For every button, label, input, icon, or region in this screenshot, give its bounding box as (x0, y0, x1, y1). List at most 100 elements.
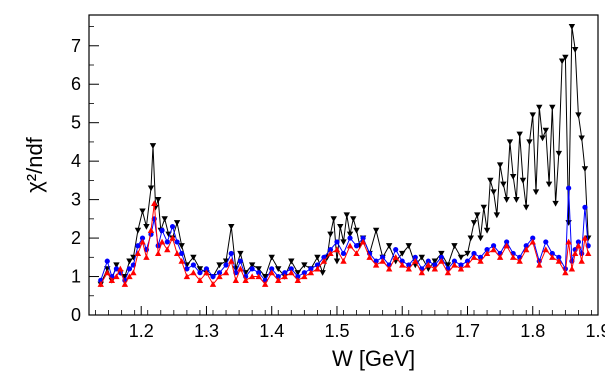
data-point (542, 246, 549, 253)
data-point (578, 257, 585, 264)
data-point (565, 220, 572, 226)
data-point (509, 173, 517, 180)
data-point (500, 181, 507, 188)
data-point (490, 189, 497, 196)
data-point (432, 262, 438, 268)
data-point (248, 273, 256, 280)
data-point (248, 262, 256, 269)
data-point (173, 250, 181, 257)
data-point (228, 257, 235, 264)
data-point (151, 200, 158, 207)
data-point (113, 273, 120, 280)
data-point (268, 254, 275, 261)
data-point (571, 250, 579, 257)
y-tick-label: 5 (71, 113, 81, 133)
data-point (126, 273, 133, 280)
data-point (159, 227, 165, 233)
data-point (496, 162, 504, 169)
data-point (134, 250, 142, 257)
data-point (169, 234, 176, 241)
data-point (545, 181, 553, 188)
data-point (104, 258, 110, 264)
data-point (568, 23, 576, 30)
data-point (556, 254, 562, 260)
data-point (471, 250, 477, 257)
data-point (113, 262, 120, 269)
data-point (334, 239, 340, 245)
data-point (147, 185, 155, 192)
x-tick-label: 1.4 (259, 321, 284, 341)
data-point (268, 269, 275, 276)
data-point (340, 250, 347, 257)
data-point (412, 257, 419, 264)
data-point (555, 150, 563, 157)
data-point (210, 273, 216, 280)
data-point (288, 269, 295, 276)
x-axis-title: W [GeV] (332, 346, 415, 371)
data-point (164, 239, 170, 245)
data-point (130, 269, 137, 276)
data-point (314, 265, 321, 272)
data-point (529, 112, 536, 119)
series-line (100, 203, 589, 286)
data-point (562, 54, 569, 61)
data-point (222, 269, 230, 276)
data-point (173, 220, 181, 226)
data-point (490, 243, 497, 249)
data-point (543, 239, 549, 245)
data-point (222, 258, 230, 265)
data-point (320, 257, 328, 264)
data-point (509, 254, 517, 260)
data-point (585, 250, 592, 257)
data-point (549, 250, 555, 257)
data-point (203, 266, 210, 272)
data-point (294, 277, 302, 283)
data-point (523, 204, 530, 211)
data-point (242, 277, 249, 283)
data-point (154, 250, 162, 257)
data-point (228, 250, 234, 257)
data-point (216, 262, 223, 269)
data-point (523, 246, 530, 253)
data-point (228, 223, 235, 230)
data-point (237, 265, 244, 272)
data-point (399, 258, 405, 264)
data-point (568, 265, 576, 272)
x-tick-label: 1.2 (129, 321, 154, 341)
data-point (97, 281, 104, 287)
data-point (582, 204, 588, 210)
data-point (496, 254, 504, 260)
data-point (184, 266, 190, 272)
series-1 (98, 185, 591, 283)
data-point (209, 281, 217, 287)
data-point (470, 254, 478, 260)
data-point (425, 261, 432, 268)
data-point (438, 257, 445, 264)
data-point (340, 239, 347, 246)
data-point (327, 250, 334, 257)
data-point (314, 254, 321, 261)
data-point (232, 277, 240, 283)
data-point (457, 254, 465, 261)
data-point (333, 258, 341, 265)
data-point (360, 235, 366, 241)
data-point (346, 231, 354, 238)
data-point (282, 270, 288, 276)
data-point (275, 266, 282, 273)
series-layer (97, 23, 592, 288)
data-point (451, 261, 458, 268)
data-point (308, 266, 314, 272)
data-point (353, 250, 360, 257)
data-point (281, 273, 288, 280)
y-tick-label: 7 (71, 36, 81, 56)
data-point (346, 242, 354, 249)
data-point (197, 270, 203, 276)
data-point (327, 247, 334, 253)
data-point (255, 266, 262, 273)
data-point (526, 139, 533, 146)
data-point (327, 231, 334, 238)
data-point (126, 266, 133, 272)
data-point (457, 265, 465, 272)
data-point (139, 238, 146, 245)
data-point (425, 266, 432, 273)
